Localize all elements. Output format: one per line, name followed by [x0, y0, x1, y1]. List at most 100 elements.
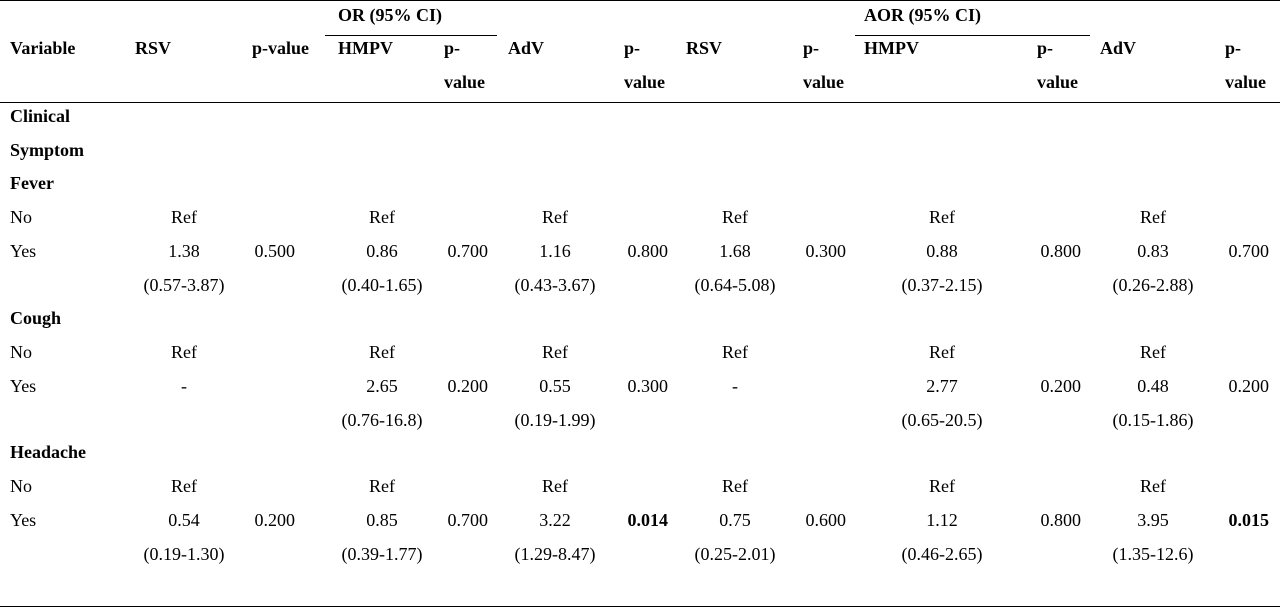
col-header-or-hmpv-value: value — [444, 72, 486, 92]
cough-yes-aor-hmpv: 2.77 — [926, 376, 958, 396]
col-header-aor-rsv-p: p- — [803, 38, 820, 58]
col-header-aor-hmpv-p: p- — [1037, 38, 1054, 58]
fever-yes-or-hmpv-ci: (0.40-1.65) — [341, 275, 423, 295]
headache-yes-or-rsv-p: 0.200 — [254, 510, 296, 530]
cough-yes-label: Yes — [10, 376, 37, 396]
cough-yes-aor-adv: 0.48 — [1137, 376, 1169, 396]
fever-yes-or-adv: 1.16 — [539, 241, 571, 261]
cough-yes-or-adv-ci: (0.19-1.99) — [514, 410, 596, 430]
aor-group-underline — [855, 35, 1090, 36]
headache-yes-or-rsv-ci: (0.19-1.30) — [143, 544, 225, 564]
headache-yes-or-adv-ci: (1.29-8.47) — [514, 544, 596, 564]
cough-no-or-rsv-ref: Ref — [171, 342, 197, 362]
headache-yes-or-adv: 3.22 — [539, 510, 571, 530]
or-group-underline — [325, 35, 497, 36]
headache-yes-aor-rsv-ci: (0.25-2.01) — [694, 544, 776, 564]
cough-yes-aor-adv-ci: (0.15-1.86) — [1112, 410, 1194, 430]
fever-yes-aor-adv-ci: (0.26-2.88) — [1112, 275, 1194, 295]
col-header-or-adv-p: p- — [624, 38, 641, 58]
cough-yes-or-rsv: - — [181, 376, 187, 396]
col-header-aor-rsv-value: value — [803, 72, 845, 92]
headache-yes-aor-adv: 3.95 — [1137, 510, 1169, 530]
fever-yes-or-hmpv: 0.86 — [366, 241, 398, 261]
cough-no-aor-adv-ref: Ref — [1140, 342, 1166, 362]
headache-yes-aor-rsv: 0.75 — [719, 510, 751, 530]
header-bottom-rule — [0, 102, 1280, 103]
col-header-aor-adv-p: p- — [1225, 38, 1242, 58]
headache-yes-aor-adv-p: 0.015 — [1228, 510, 1270, 530]
col-header-or-rsv: RSV — [135, 38, 172, 58]
fever-yes-aor-adv: 0.83 — [1137, 241, 1169, 261]
col-header-aor-adv-value: value — [1225, 72, 1267, 92]
headache-yes-or-hmpv-ci: (0.39-1.77) — [341, 544, 423, 564]
headache-yes-aor-hmpv-ci: (0.46-2.65) — [901, 544, 983, 564]
fever-yes-or-adv-ci: (0.43-3.67) — [514, 275, 596, 295]
fever-no-aor-hmpv-ref: Ref — [929, 207, 955, 227]
headache-no-label: No — [10, 476, 32, 496]
cough-yes-aor-adv-p: 0.200 — [1228, 376, 1270, 396]
section-symptom: Symptom — [10, 140, 85, 160]
col-header-or-hmpv-p: p- — [444, 38, 461, 58]
bottom-rule — [0, 606, 1280, 607]
fever-yes-aor-rsv: 1.68 — [719, 241, 751, 261]
fever-yes-label: Yes — [10, 241, 37, 261]
fever-no-aor-rsv-ref: Ref — [722, 207, 748, 227]
cough-yes-or-adv: 0.55 — [539, 376, 571, 396]
headache-no-aor-adv-ref: Ref — [1140, 476, 1166, 496]
col-header-aor-hmpv-value: value — [1037, 72, 1079, 92]
fever-yes-aor-hmpv-ci: (0.37-2.15) — [901, 275, 983, 295]
headache-no-or-hmpv-ref: Ref — [369, 476, 395, 496]
section-cough: Cough — [10, 308, 62, 328]
fever-yes-aor-adv-p: 0.700 — [1228, 241, 1270, 261]
cough-yes-or-hmpv-ci: (0.76-16.8) — [341, 410, 423, 430]
cough-yes-aor-rsv: - — [732, 376, 738, 396]
section-clinical: Clinical — [10, 106, 71, 126]
headache-yes-or-rsv: 0.54 — [168, 510, 200, 530]
headache-no-or-adv-ref: Ref — [542, 476, 568, 496]
col-header-or-adv-value: value — [624, 72, 666, 92]
cough-yes-or-hmpv: 2.65 — [366, 376, 398, 396]
or-group-header: OR (95% CI) — [338, 5, 442, 25]
fever-yes-or-adv-p: 0.800 — [627, 241, 669, 261]
headache-yes-aor-hmpv: 1.12 — [926, 510, 958, 530]
col-header-or-rsv-pvalue: p-value — [252, 38, 310, 58]
fever-no-or-hmpv-ref: Ref — [369, 207, 395, 227]
fever-yes-or-rsv-ci: (0.57-3.87) — [143, 275, 225, 295]
col-header-aor-hmpv: HMPV — [864, 38, 919, 58]
headache-yes-aor-rsv-p: 0.600 — [805, 510, 847, 530]
cough-no-or-hmpv-ref: Ref — [369, 342, 395, 362]
col-header-or-hmpv: HMPV — [338, 38, 393, 58]
fever-no-or-rsv-ref: Ref — [171, 207, 197, 227]
fever-yes-or-rsv-p: 0.500 — [254, 241, 296, 261]
headache-yes-or-adv-p: 0.014 — [627, 510, 669, 530]
fever-no-label: No — [10, 207, 32, 227]
cough-no-label: No — [10, 342, 32, 362]
top-rule — [0, 0, 1280, 1]
headache-no-aor-hmpv-ref: Ref — [929, 476, 955, 496]
fever-no-aor-adv-ref: Ref — [1140, 207, 1166, 227]
aor-group-header: AOR (95% CI) — [864, 5, 981, 25]
col-header-aor-rsv: RSV — [686, 38, 723, 58]
col-header-aor-adv: AdV — [1100, 38, 1137, 58]
cough-no-aor-hmpv-ref: Ref — [929, 342, 955, 362]
section-headache: Headache — [10, 442, 86, 462]
fever-yes-or-hmpv-p: 0.700 — [447, 241, 489, 261]
cough-yes-aor-hmpv-ci: (0.65-20.5) — [901, 410, 983, 430]
headache-yes-or-hmpv: 0.85 — [366, 510, 398, 530]
cough-yes-or-adv-p: 0.300 — [627, 376, 669, 396]
headache-yes-label: Yes — [10, 510, 37, 530]
headache-yes-or-hmpv-p: 0.700 — [447, 510, 489, 530]
section-fever: Fever — [10, 173, 54, 193]
headache-yes-aor-adv-ci: (1.35-12.6) — [1112, 544, 1194, 564]
fever-yes-aor-rsv-ci: (0.64-5.08) — [694, 275, 776, 295]
headache-no-aor-rsv-ref: Ref — [722, 476, 748, 496]
headache-yes-aor-hmpv-p: 0.800 — [1040, 510, 1082, 530]
col-header-variable: Variable — [10, 38, 76, 58]
fever-yes-aor-hmpv-p: 0.800 — [1040, 241, 1082, 261]
fever-yes-aor-hmpv: 0.88 — [926, 241, 958, 261]
cough-yes-aor-hmpv-p: 0.200 — [1040, 376, 1082, 396]
cough-yes-or-hmpv-p: 0.200 — [447, 376, 489, 396]
cough-no-or-adv-ref: Ref — [542, 342, 568, 362]
cough-no-aor-rsv-ref: Ref — [722, 342, 748, 362]
headache-no-or-rsv-ref: Ref — [171, 476, 197, 496]
